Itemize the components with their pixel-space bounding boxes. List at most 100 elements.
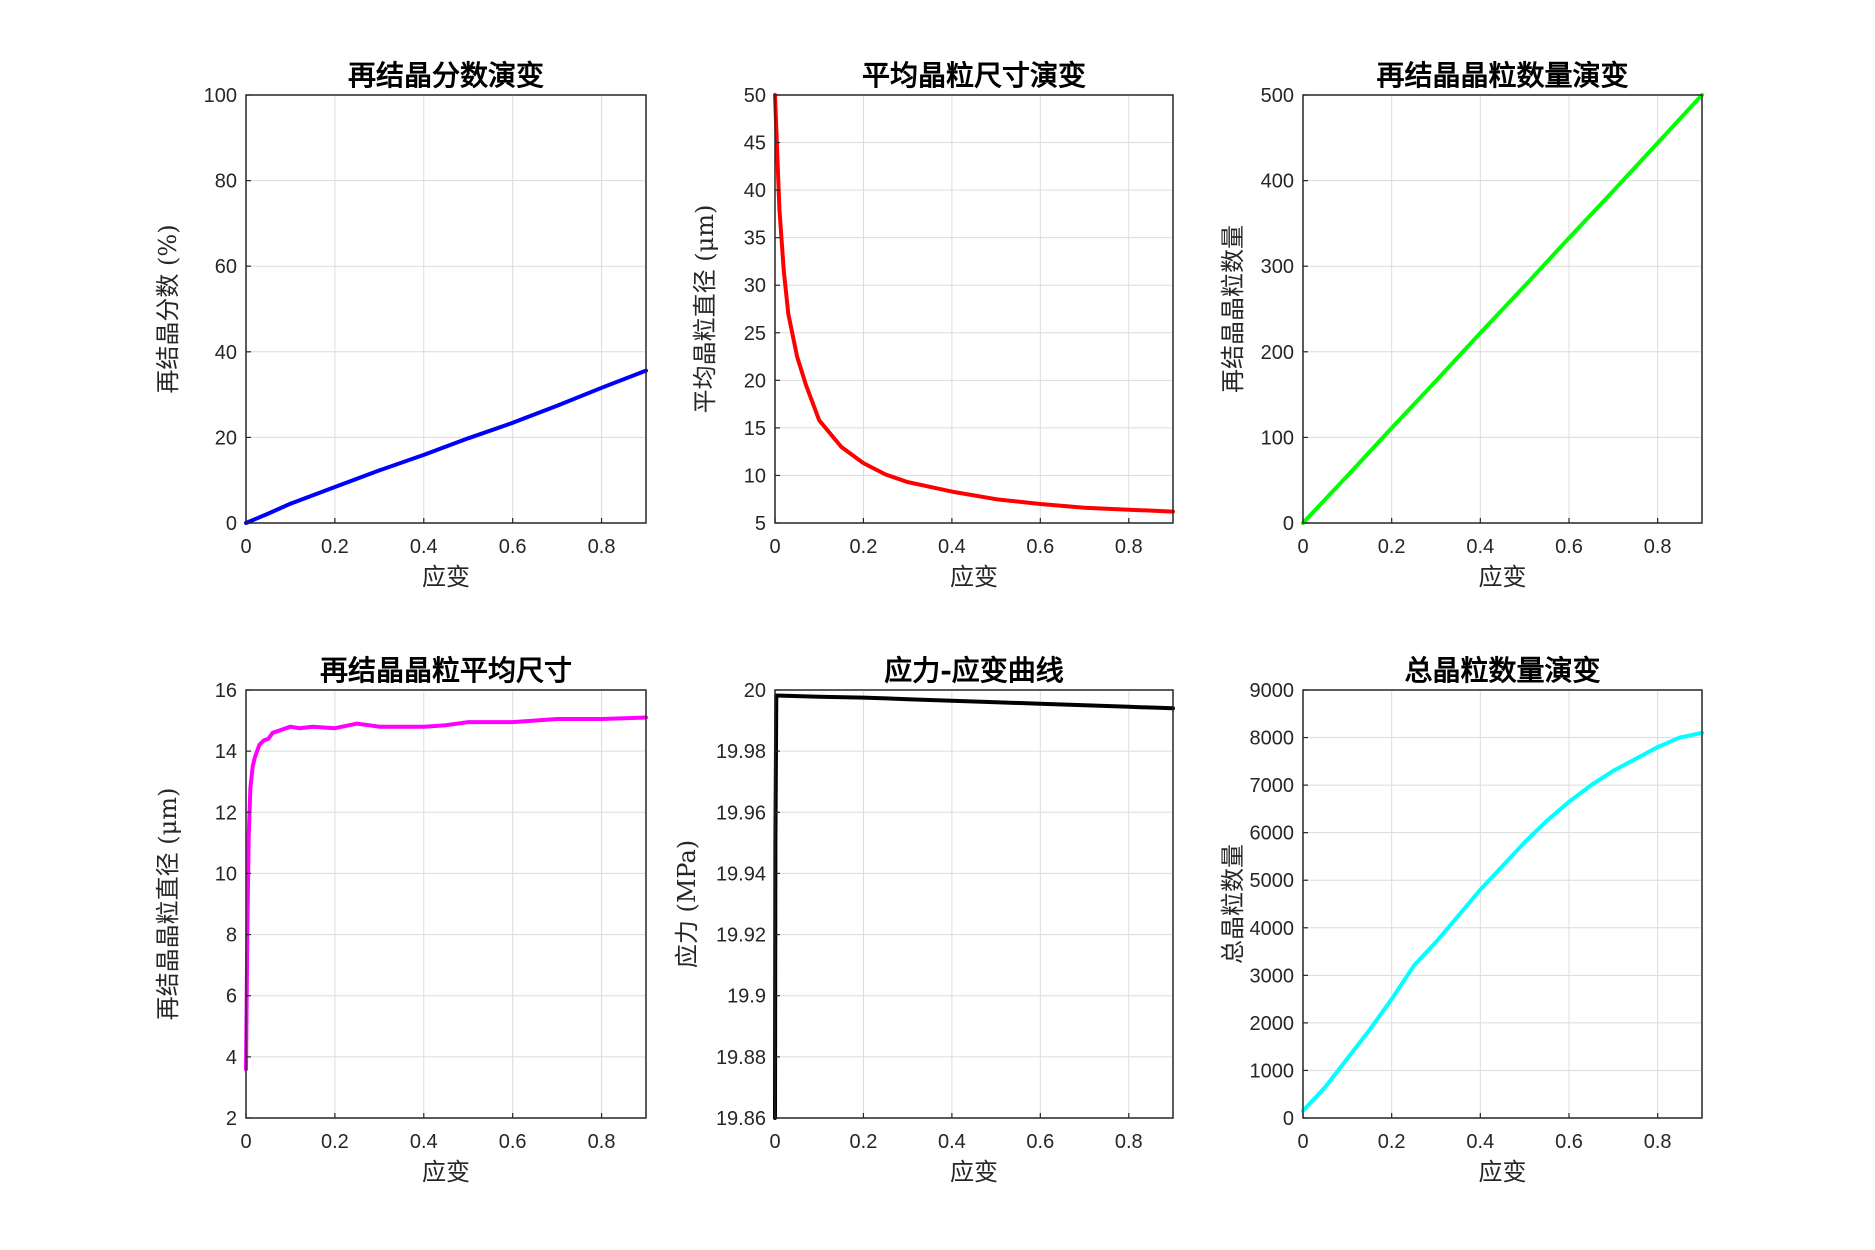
y-tick-label: 5000 [1250,870,1295,892]
y-tick-label: 8000 [1250,728,1295,750]
series-line [1301,730,1704,1113]
y-tick-label: 8 [226,925,237,947]
y-tick-label: 19.9 [727,986,766,1008]
x-tick-label: 0.4 [1466,536,1494,558]
x-tick-label: 0.2 [850,1131,878,1153]
x-tick-label: 0 [1297,536,1308,558]
x-axis-label: 应变 [1479,563,1527,591]
y-tick-label: 6 [226,986,237,1008]
x-tick-label: 0.2 [850,536,878,558]
x-tick-label: 0.8 [1644,536,1672,558]
x-tick-label: 0.6 [1026,536,1054,558]
plot-area [245,94,647,524]
y-tick-label: 0 [1283,1108,1294,1130]
y-axis-label: 应力 (MPa) [673,840,701,968]
y-tick-label: 60 [215,256,237,278]
x-tick-label: 0.4 [410,1131,438,1153]
y-tick-label: 500 [1261,85,1294,107]
y-tick-label: 9000 [1250,680,1295,702]
x-tick-label: 0.2 [1378,536,1406,558]
y-tick-label: 19.98 [716,741,766,763]
x-tick-label: 0.6 [499,536,527,558]
plot-area [774,689,1174,1119]
y-tick-label: 6000 [1250,823,1295,845]
y-tick-label: 2000 [1250,1013,1295,1035]
x-tick-label: 0 [1297,1131,1308,1153]
plot-frame [1302,689,1703,1119]
y-tick-label: 35 [744,228,766,250]
x-tick-label: 0.4 [938,536,966,558]
chart-title: 再结晶晶粒平均尺寸 [320,654,572,687]
x-tick-label: 0.6 [1026,1131,1054,1153]
y-tick-label: 20 [744,680,766,702]
y-tick-label: 100 [204,85,237,107]
y-tick-label: 1000 [1250,1060,1295,1082]
plot-frame [774,94,1174,524]
y-tick-label: 2 [226,1108,237,1130]
y-tick-label: 0 [226,513,237,535]
y-tick-label: 19.94 [716,863,766,885]
x-axis-label: 应变 [422,1158,470,1186]
x-tick-label: 0.4 [938,1131,966,1153]
plot-area [1302,689,1703,1119]
x-tick-label: 0.4 [1466,1131,1494,1153]
y-tick-label: 7000 [1250,775,1295,797]
y-tick-label: 25 [744,323,766,345]
y-axis-label: 平均晶粒直径 (μm) [691,205,719,414]
x-axis-label: 应变 [950,1158,998,1186]
y-tick-label: 4 [226,1047,237,1069]
y-tick-label: 4000 [1250,918,1295,940]
x-axis-label: 应变 [422,563,470,591]
series-line [1301,93,1704,525]
y-tick-label: 15 [744,418,766,440]
y-tick-label: 10 [215,863,237,885]
x-axis-label: 应变 [1479,1158,1527,1186]
plot-frame [1302,94,1703,524]
chart-panel-3: 0 0.2 0.4 0.6 0.8 0 100 200 300 400 500 再结晶晶粒数量演变应变… [1219,59,1704,591]
chart-title: 再结晶晶粒数量演变 [1376,59,1628,92]
y-tick-label: 20 [744,370,766,392]
series-line [773,93,1175,514]
plot-frame [245,94,647,524]
y-tick-label: 100 [1261,427,1294,449]
series-line [773,693,1175,1120]
y-tick-label: 0 [1283,513,1294,535]
y-tick-label: 300 [1261,256,1294,278]
y-tick-label: 30 [744,275,766,297]
y-tick-label: 40 [215,342,237,364]
chart-panel-5: 0 0.2 0.4 0.6 0.8 19.86 19.88 19.9 19.92 19.94 19.… [673,654,1175,1186]
y-tick-label: 19.86 [716,1108,766,1130]
y-tick-label: 80 [215,171,237,193]
y-tick-label: 12 [215,802,237,824]
y-tick-label: 20 [215,427,237,449]
x-tick-label: 0 [240,1131,251,1153]
x-tick-label: 0.2 [321,1131,349,1153]
x-tick-label: 0.8 [1644,1131,1672,1153]
y-tick-label: 50 [744,85,766,107]
y-tick-label: 19.88 [716,1047,766,1069]
x-tick-label: 0.8 [588,1131,616,1153]
plot-area [245,689,647,1119]
x-tick-label: 0 [769,536,780,558]
y-tick-label: 19.92 [716,925,766,947]
series-line [244,715,648,1072]
x-tick-label: 0.6 [1555,1131,1583,1153]
x-tick-label: 0.6 [1555,536,1583,558]
y-tick-label: 45 [744,133,766,155]
x-axis-label: 应变 [950,563,998,591]
x-tick-label: 0.8 [1115,536,1143,558]
chart-title: 应力-应变曲线 [884,654,1064,687]
y-tick-label: 10 [744,465,766,487]
x-tick-label: 0.2 [1378,1131,1406,1153]
chart-panel-2: 0 0.2 0.4 0.6 0.8 5 10 15 20 25 30 35 40 45 50 平均晶粒尺寸演变… [691,59,1175,591]
y-axis-label: 再结晶晶粒数量 [1219,225,1247,393]
chart-title: 平均晶粒尺寸演变 [862,59,1086,92]
y-tick-label: 16 [215,680,237,702]
y-tick-label: 3000 [1250,965,1295,987]
y-axis-label: 总晶粒数量 [1219,844,1247,964]
x-tick-label: 0.2 [321,536,349,558]
x-tick-label: 0.8 [1115,1131,1143,1153]
